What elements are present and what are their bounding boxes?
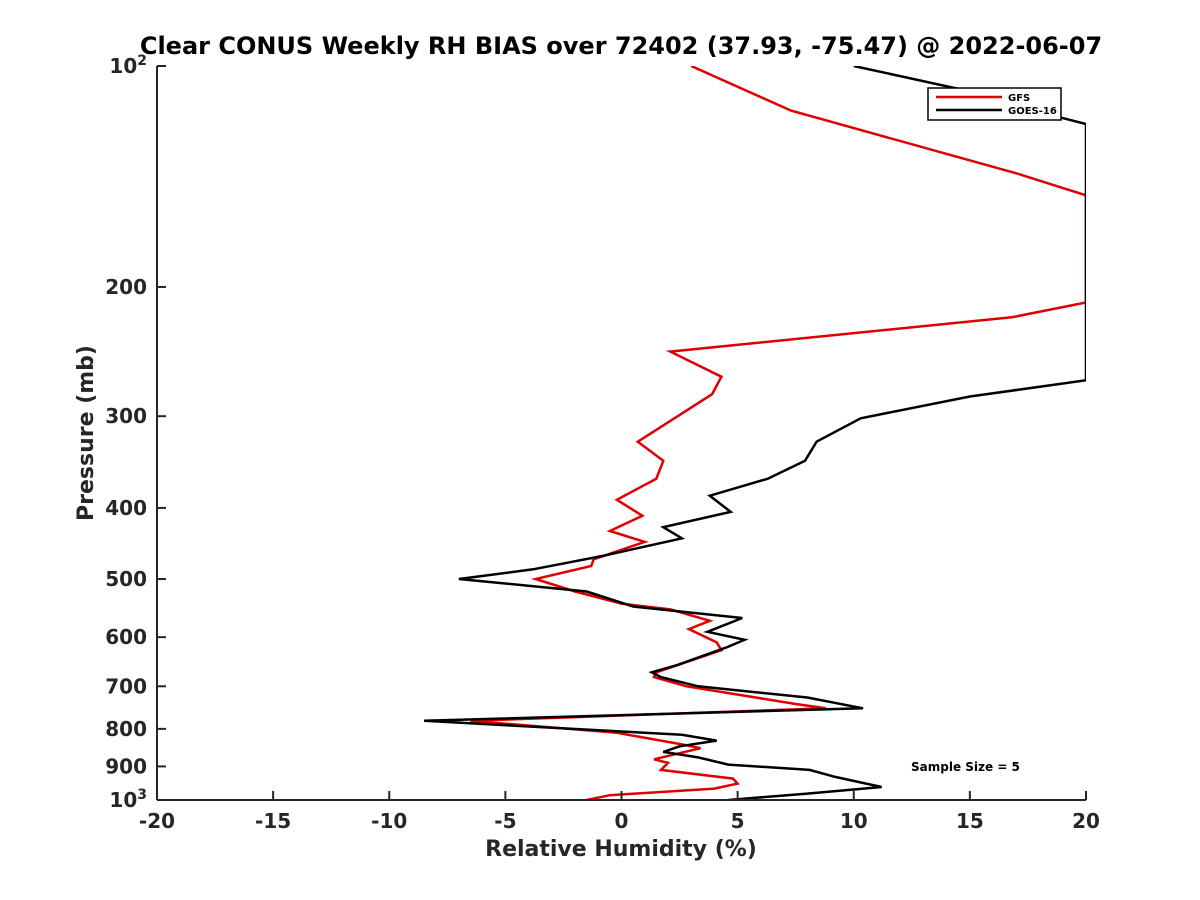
x-tick-label: -5 <box>494 809 516 833</box>
y-tick-label: 103 <box>109 787 147 812</box>
series-line-goes16 <box>424 66 1086 800</box>
legend-label-gfs: GFS <box>1008 93 1030 104</box>
y-ticks: 102 200 300 400 500 600 700 800 900 103 <box>105 53 166 812</box>
y-tick-label: 500 <box>105 567 147 591</box>
series-layer <box>424 66 1086 800</box>
x-tick-label: 0 <box>615 809 629 833</box>
y-tick-label: 400 <box>105 496 147 520</box>
x-tick-label: 20 <box>1072 809 1100 833</box>
x-axis-label: Relative Humidity (%) <box>485 837 757 862</box>
sample-size-annotation: Sample Size = 5 <box>911 760 1020 774</box>
y-axis-label: Pressure (mb) <box>74 345 99 521</box>
y-tick-label: 900 <box>105 754 147 778</box>
legend-label-goes16: GOES-16 <box>1008 106 1057 117</box>
chart-title: Clear CONUS Weekly RH BIAS over 72402 (3… <box>140 32 1102 60</box>
x-tick-label: -20 <box>139 809 175 833</box>
y-tick-label: 700 <box>105 674 147 698</box>
y-tick-label: 102 <box>109 53 147 78</box>
y-tick-label: 800 <box>105 717 147 741</box>
x-ticks: -20 -15 -10 -5 0 5 10 15 20 <box>139 791 1100 833</box>
x-tick-label: -15 <box>255 809 291 833</box>
x-tick-label: 15 <box>956 809 984 833</box>
x-tick-label: -10 <box>371 809 407 833</box>
x-tick-label: 10 <box>840 809 868 833</box>
legend-box <box>927 87 1062 121</box>
y-tick-label: 600 <box>105 625 147 649</box>
y-tick-label: 200 <box>105 275 147 299</box>
x-tick-label: 5 <box>731 809 745 833</box>
legend: GFS GOES-16 <box>927 87 1062 121</box>
series-line-gfs <box>470 66 1086 800</box>
axes <box>156 66 1086 801</box>
y-tick-label: 300 <box>105 404 147 428</box>
